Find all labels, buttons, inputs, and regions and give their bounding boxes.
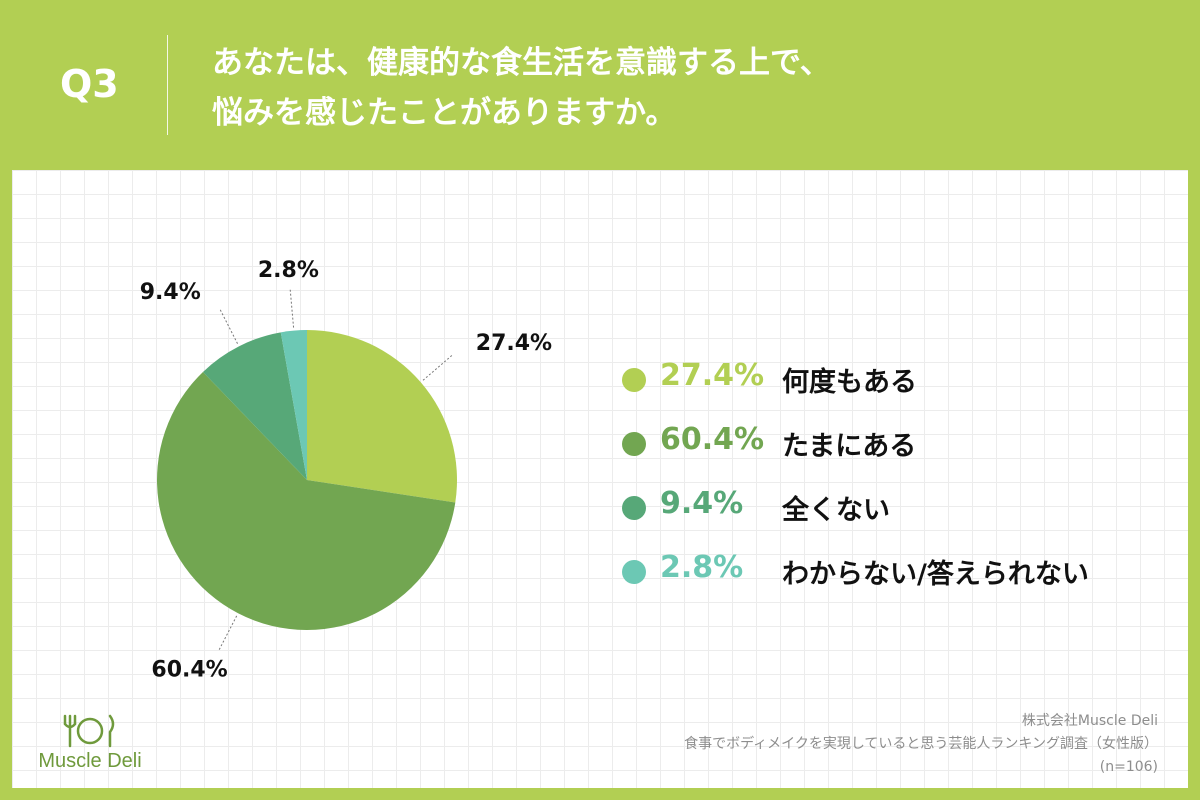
pie-slice — [307, 330, 457, 503]
footer-source: 株式会社Muscle Deli 食事でボディメイクを実現していると思う芸能人ラン… — [684, 710, 1158, 779]
cutlery-plate-icon — [63, 714, 115, 748]
legend-label: わからない/答えられない — [782, 559, 1089, 590]
legend-dot — [622, 496, 646, 520]
legend-dot — [622, 432, 646, 456]
header-divider — [167, 35, 168, 135]
slice-data-label: 2.8% — [258, 258, 319, 283]
question-title-line-2: 悩みを感じたことがありますか。 — [212, 95, 677, 131]
chart-panel: 27.4% 60.4% 9.4% 2.8% 27.4% 何度もある 60.4% たまに… — [12, 170, 1188, 788]
legend-dot — [622, 560, 646, 584]
footer-company: 株式会社Muscle Deli — [1021, 713, 1158, 729]
legend-label: たまにある — [782, 431, 917, 462]
slice-data-label: 9.4% — [140, 280, 201, 305]
footer-survey-title: 食事でボディメイクを実現していると思う芸能人ランキング調査（女性版） — [684, 736, 1158, 752]
leader-line — [219, 308, 238, 344]
legend-percent: 2.8% — [660, 550, 744, 585]
pie-chart: 27.4% 60.4% 9.4% 2.8% — [140, 258, 552, 682]
header-bar: Q3 あなたは、健康的な食生活を意識する上で、 悩みを感じたことがありますか。 — [0, 0, 1200, 170]
leader-line — [289, 288, 295, 328]
leader-line — [218, 615, 238, 651]
pie-slice — [280, 330, 307, 480]
legend-percent: 27.4% — [660, 358, 765, 393]
legend-label: 全くない — [782, 495, 890, 526]
muscle-deli-logo: Muscle Deli — [30, 710, 150, 780]
question-number: Q3 — [60, 62, 119, 106]
footer-sample-size: (n=106) — [1099, 759, 1158, 775]
legend-percent: 9.4% — [660, 486, 744, 521]
question-title: あなたは、健康的な食生活を意識する上で、 悩みを感じたことがありますか。 — [212, 38, 831, 138]
question-title-line-1: あなたは、健康的な食生活を意識する上で、 — [212, 45, 831, 81]
legend-percent: 60.4% — [660, 422, 765, 457]
leader-line — [422, 354, 453, 381]
slice-data-label: 60.4% — [151, 657, 227, 682]
slice-data-label: 27.4% — [476, 331, 552, 356]
pie-slice — [202, 332, 307, 480]
legend-label: 何度もある — [782, 367, 917, 398]
legend-dot — [622, 368, 646, 392]
logo-text: Muscle Deli — [38, 750, 142, 772]
pie-slice — [157, 371, 456, 630]
